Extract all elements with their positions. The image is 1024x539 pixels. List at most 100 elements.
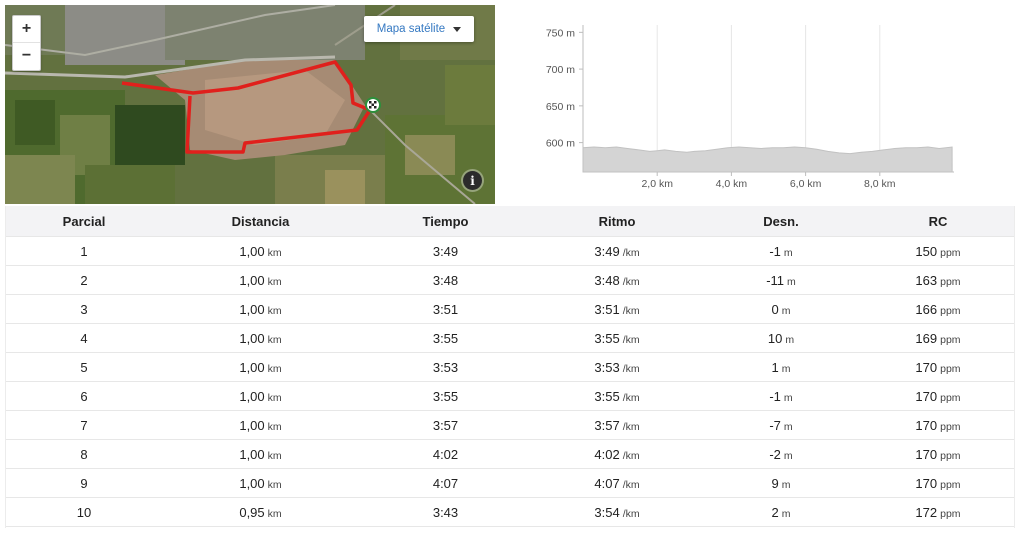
map-type-dropdown[interactable]: Mapa satélite: [364, 16, 474, 42]
pace-cell-unit: /km: [622, 275, 640, 288]
elevation-cell-unit: m: [783, 449, 793, 462]
split-cell: 1: [5, 236, 163, 266]
table-row: 10 0,95 km 3:43 3:54/km 2 m 172 ppm: [5, 497, 1015, 527]
elevation-cell: -7 m: [701, 410, 861, 440]
elevation-cell-value: 2: [771, 504, 779, 520]
heart-rate-cell: 170 ppm: [861, 439, 1015, 469]
elevation-cell-unit: m: [781, 478, 791, 491]
heart-rate-cell-unit: ppm: [940, 449, 961, 462]
time-cell: 3:49: [358, 236, 533, 266]
pace-cell-value: 3:49: [594, 243, 620, 259]
map-type-label: Mapa satélite: [376, 23, 446, 35]
heart-rate-cell-unit: ppm: [940, 391, 961, 404]
split-cell-value: 9: [80, 475, 88, 491]
distance-cell-unit: km: [267, 478, 282, 491]
elevation-cell-value: -2: [769, 446, 781, 462]
pace-cell-value: 3:55: [594, 330, 620, 346]
pace-cell-value: 3:55: [594, 388, 620, 404]
split-cell-value: 4: [80, 330, 88, 346]
heart-rate-cell: 170 ppm: [861, 381, 1015, 411]
time-cell-value: 4:02: [432, 446, 459, 462]
distance-cell: 1,00 km: [163, 468, 358, 498]
table-row: 6 1,00 km 3:55 3:55/km -1 m 170 ppm: [5, 381, 1015, 411]
split-cell-value: 6: [80, 388, 88, 404]
y-tick-label: 650 m: [546, 101, 575, 113]
pace-cell-unit: /km: [622, 507, 640, 520]
time-cell: 4:07: [358, 468, 533, 498]
elevation-cell-unit: m: [783, 391, 793, 404]
split-cell: 4: [5, 323, 163, 353]
heart-rate-cell-value: 170: [915, 475, 938, 491]
pace-cell: 3:51/km: [533, 294, 701, 324]
pace-cell-value: 3:48: [594, 272, 620, 288]
heart-rate-cell: 169 ppm: [861, 323, 1015, 353]
split-cell: 3: [5, 294, 163, 324]
heart-rate-cell: 170 ppm: [861, 468, 1015, 498]
elevation-chart: 600 m 650 m 700 m 750 m 2,0 km 4,0 km 6,0 km 8,…: [500, 5, 1019, 204]
elevation-cell-unit: m: [787, 275, 796, 288]
pace-cell-value: 3:57: [594, 417, 620, 433]
header-time: Tiempo: [358, 206, 533, 237]
heart-rate-cell-unit: ppm: [940, 420, 961, 433]
pace-cell: 3:54/km: [533, 497, 701, 527]
distance-cell: 1,00 km: [163, 323, 358, 353]
elevation-cell-unit: m: [781, 304, 791, 317]
x-tick-label: 4,0 km: [716, 178, 748, 190]
table-row: 1 1,00 km 3:49 3:49/km -1 m 150 ppm: [5, 236, 1015, 266]
heart-rate-cell: 166 ppm: [861, 294, 1015, 324]
distance-cell: 1,00 km: [163, 265, 358, 295]
splits-table-body: 1 1,00 km 3:49 3:49/km -1 m 150 ppm 2 1,00 km 3:48 3:…: [5, 236, 1015, 527]
table-row: 4 1,00 km 3:55 3:55/km 10 m 169 ppm: [5, 323, 1015, 353]
elevation-chart-svg: 600 m 650 m 700 m 750 m 2,0 km 4,0 km 6,0 km 8,…: [546, 25, 954, 190]
heart-rate-cell-unit: ppm: [940, 507, 961, 520]
time-cell-value: 3:49: [432, 243, 459, 259]
time-cell: 3:43: [358, 497, 533, 527]
pace-cell-unit: /km: [622, 362, 640, 375]
distance-cell-unit: km: [267, 246, 282, 259]
elevation-cell-value: -1: [769, 388, 781, 404]
pace-cell: 3:55/km: [533, 381, 701, 411]
header-pace: Ritmo: [533, 206, 701, 237]
pace-cell-value: 3:54: [594, 504, 620, 520]
pace-cell: 3:48/km: [533, 265, 701, 295]
elevation-cell-unit: m: [781, 507, 791, 520]
distance-cell: 1,00 km: [163, 410, 358, 440]
distance-cell: 1,00 km: [163, 381, 358, 411]
splits-table: Parcial Distancia Tiempo Ritmo Desn. RC …: [5, 206, 1015, 527]
pace-cell-unit: /km: [622, 420, 640, 433]
pace-cell: 3:55/km: [533, 323, 701, 353]
heart-rate-cell: 170 ppm: [861, 410, 1015, 440]
heart-rate-cell-value: 166: [915, 301, 938, 317]
split-cell: 8: [5, 439, 163, 469]
heart-rate-cell-unit: ppm: [940, 333, 961, 346]
zoom-in-button[interactable]: +: [21, 20, 32, 37]
split-cell: 2: [5, 265, 163, 295]
heart-rate-cell-value: 170: [915, 359, 938, 375]
table-row: 3 1,00 km 3:51 3:51/km 0 m 166 ppm: [5, 294, 1015, 324]
elevation-cell-unit: m: [783, 420, 793, 433]
distance-cell-value: 1,00: [239, 243, 265, 259]
route-line: [121, 60, 372, 154]
zoom-out-button[interactable]: −: [13, 42, 40, 69]
route-map[interactable]: + − Mapa satélite i: [5, 5, 495, 204]
zoom-controls: + −: [12, 15, 41, 71]
x-tick-label: 8,0 km: [864, 178, 896, 190]
split-cell: 5: [5, 352, 163, 382]
x-tick-label: 2,0 km: [641, 178, 673, 190]
distance-cell-unit: km: [267, 275, 282, 288]
heart-rate-cell-value: 170: [915, 388, 938, 404]
heart-rate-cell-value: 163: [915, 272, 938, 288]
elevation-cell-value: -11: [766, 272, 785, 288]
pace-cell-value: 3:53: [594, 359, 620, 375]
distance-cell-value: 1,00: [239, 446, 265, 462]
heart-rate-cell-unit: ppm: [940, 478, 961, 491]
info-icon[interactable]: i: [463, 171, 482, 190]
pace-cell-unit: /km: [622, 449, 640, 462]
time-cell-value: 4:07: [432, 475, 459, 491]
time-cell-value: 3:57: [432, 417, 459, 433]
distance-cell-unit: km: [267, 391, 282, 404]
time-cell-value: 3:55: [432, 388, 459, 404]
heart-rate-cell: 170 ppm: [861, 352, 1015, 382]
